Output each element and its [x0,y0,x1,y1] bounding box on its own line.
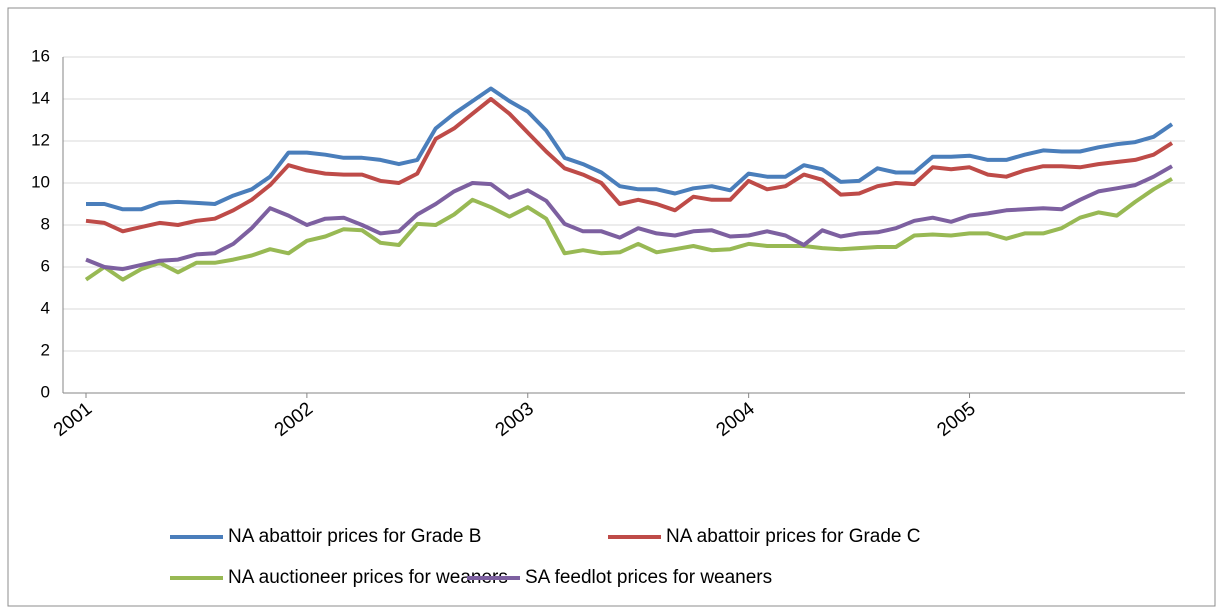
y-tick-label: 16 [31,46,50,65]
series-line [84,177,1173,282]
y-tick-label: 2 [41,340,50,359]
series-line [85,97,1174,234]
series-line [85,164,1173,272]
y-tick-label: 8 [41,214,50,233]
y-tick-label: 10 [31,172,50,191]
legend-label: SA feedlot prices for weaners [525,567,772,588]
y-tick-label: 4 [41,298,50,317]
y-tick-label: 6 [41,256,50,275]
legend-label: NA abattoir prices for Grade B [228,526,481,547]
chart-border [7,7,1216,607]
legend-label: NA auctioneer prices for weaners [228,567,508,588]
legend-label: NA abattoir prices for Grade C [666,526,921,547]
y-tick-label: 12 [31,130,50,149]
series-line [86,86,1174,212]
y-tick-label: 14 [31,88,50,107]
y-tick-label: 0 [41,382,50,401]
